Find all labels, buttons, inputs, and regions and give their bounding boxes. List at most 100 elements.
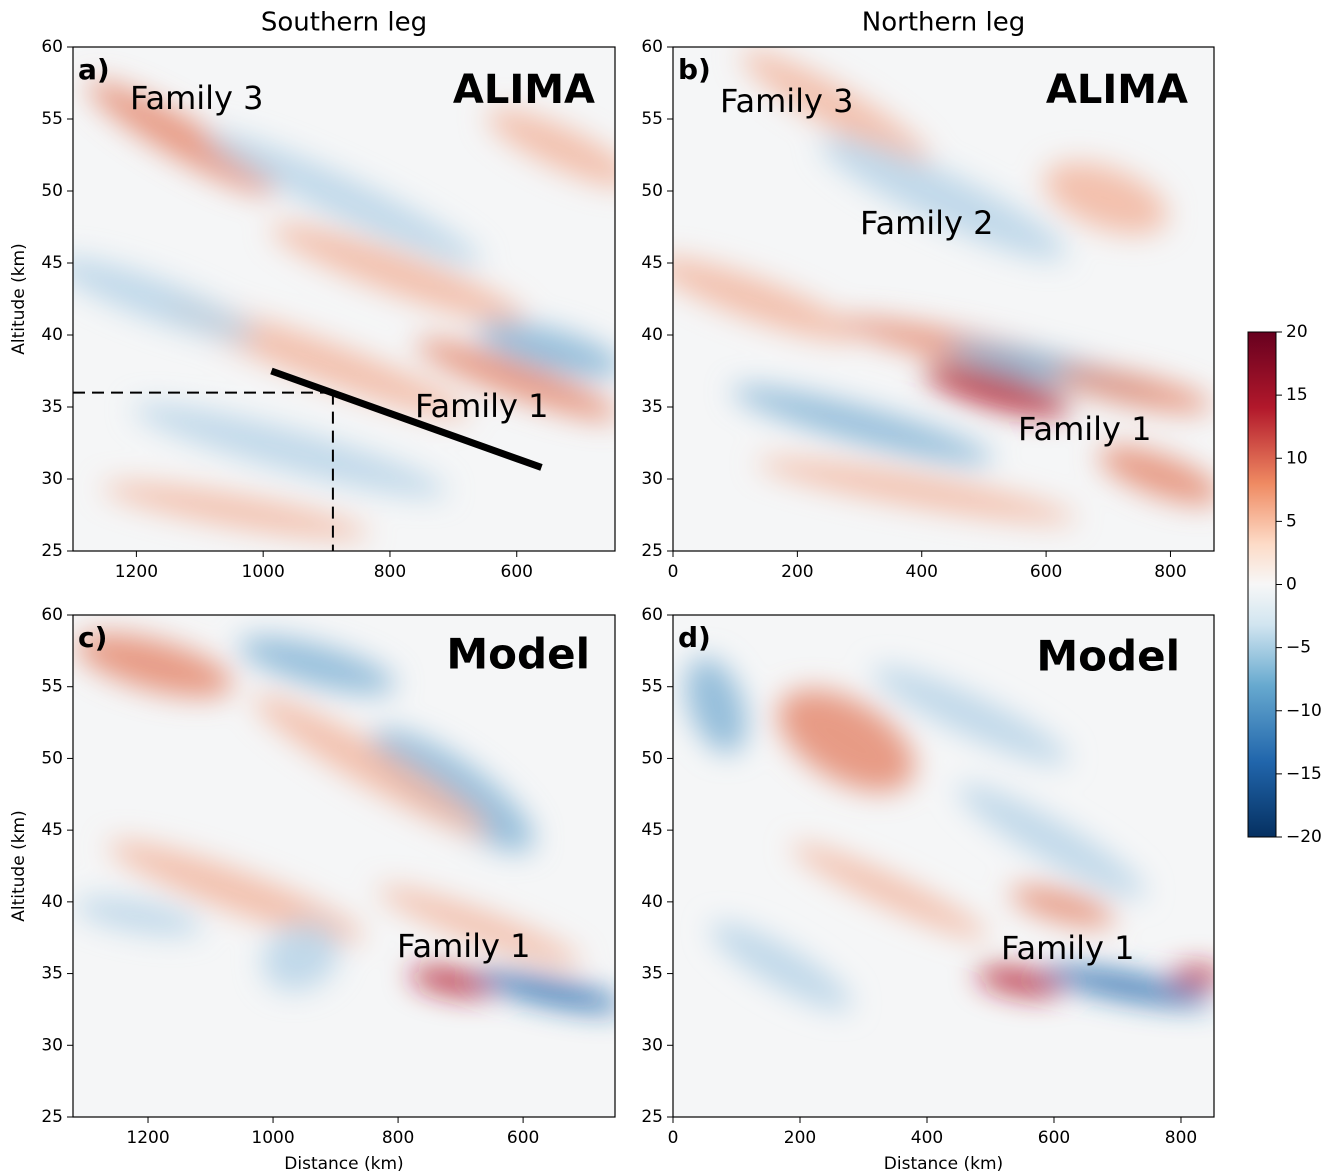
- family-annotation: Family 2: [860, 204, 994, 242]
- x-tick-label: 200: [784, 1128, 816, 1148]
- y-tick-label: 40: [641, 325, 663, 345]
- field-feature: [409, 966, 496, 996]
- y-tick-label: 30: [41, 1035, 63, 1055]
- y-tick-label: 45: [41, 820, 63, 840]
- x-tick-label: 1000: [251, 1128, 294, 1148]
- x-tick-label: 1200: [115, 562, 158, 582]
- field-blur: [673, 50, 1214, 523]
- y-tick-label: 25: [641, 1107, 663, 1127]
- panel-frame: [672, 614, 1215, 1118]
- x-tick-label: 800: [374, 562, 406, 582]
- x-tick-label: 0: [668, 1128, 679, 1148]
- colorbar-tick-label: −15: [1286, 764, 1322, 784]
- field-feature: [731, 386, 994, 464]
- x-tick-label: 600: [1038, 1128, 1070, 1148]
- field-feature: [924, 363, 1071, 416]
- x-tick-label: 600: [1030, 562, 1062, 582]
- family-annotation: Family 3: [720, 82, 854, 120]
- field: [673, 50, 1214, 523]
- field-feature: [777, 689, 915, 792]
- family-annotation: Family 1: [397, 927, 531, 965]
- panel-label: d): [678, 621, 711, 654]
- field-feature: [102, 482, 370, 539]
- y-tick-label: 35: [41, 964, 63, 984]
- y-tick-label: 55: [641, 677, 663, 697]
- field-feature: [75, 633, 234, 698]
- source-label: ALIMA: [1046, 67, 1188, 113]
- colorbar-tick-label: 0: [1286, 575, 1297, 595]
- family-annotation: Family 1: [1018, 410, 1152, 448]
- field-feature: [108, 841, 364, 942]
- family-annotation: Family 3: [130, 79, 264, 117]
- y-tick-label: 60: [41, 37, 63, 57]
- source-label: ALIMA: [453, 67, 595, 113]
- y-tick-label: 50: [41, 181, 63, 201]
- y-tick-label: 35: [641, 397, 663, 417]
- y-tick-label: 30: [641, 1035, 663, 1055]
- field-feature: [486, 108, 615, 187]
- x-tick-label: 600: [507, 1128, 539, 1148]
- x-tick-label: 800: [1165, 1128, 1197, 1148]
- field: [73, 80, 615, 551]
- field-feature: [132, 403, 447, 497]
- y-tick-label: 45: [41, 253, 63, 273]
- field-feature: [253, 695, 489, 836]
- y-tick-label: 55: [41, 109, 63, 129]
- field-feature: [756, 458, 1077, 523]
- y-axis-label: Altitude (km): [9, 810, 29, 922]
- field-feature: [872, 666, 1069, 765]
- field-feature: [1098, 446, 1214, 505]
- field-feature: [1053, 367, 1213, 413]
- y-tick-label: 30: [641, 469, 663, 489]
- colorbar-tick-label: 5: [1286, 511, 1297, 531]
- field-feature: [73, 897, 203, 935]
- field: [685, 657, 1214, 1011]
- y-tick-label: 60: [641, 605, 663, 625]
- panel-title: Northern leg: [862, 8, 1025, 38]
- y-axis-label: Altitude (km): [9, 243, 29, 355]
- field-feature: [741, 50, 930, 165]
- y-tick-label: 40: [41, 325, 63, 345]
- colorbar-tick-label: 15: [1286, 385, 1308, 405]
- x-tick-label: 1000: [242, 562, 285, 582]
- field-feature: [270, 223, 526, 324]
- y-tick-label: 40: [641, 892, 663, 912]
- field-feature: [820, 136, 1067, 260]
- field-feature: [685, 657, 747, 754]
- field-feature: [415, 339, 615, 421]
- field-feature: [791, 843, 988, 939]
- panel-frame: [72, 46, 616, 552]
- y-tick-label: 50: [41, 748, 63, 768]
- y-tick-label: 55: [641, 109, 663, 129]
- field-blur: [73, 633, 615, 1012]
- y-tick-label: 25: [641, 541, 663, 561]
- field-feature: [476, 321, 615, 378]
- x-axis-label: Distance (km): [884, 1154, 1003, 1174]
- y-tick-label: 60: [641, 37, 663, 57]
- source-label: Model: [446, 630, 590, 679]
- field-feature: [377, 886, 582, 966]
- x-tick-label: 600: [501, 562, 533, 582]
- y-tick-label: 45: [641, 820, 663, 840]
- x-tick-label: 400: [911, 1128, 943, 1148]
- field-feature: [976, 966, 1062, 996]
- family-annotation: Family 1: [1001, 929, 1135, 967]
- colorbar-tick-label: −5: [1286, 638, 1311, 658]
- field-feature: [86, 80, 276, 195]
- x-tick-label: 400: [906, 562, 938, 582]
- y-tick-label: 55: [41, 677, 63, 697]
- panel-label: b): [678, 53, 711, 86]
- panel-label: a): [78, 53, 110, 86]
- colorbar-tick-label: 20: [1286, 322, 1308, 342]
- y-tick-label: 30: [41, 469, 63, 489]
- family-annotation: Family 1: [415, 387, 549, 425]
- field-feature: [1043, 162, 1168, 235]
- field-feature: [262, 921, 340, 991]
- panel-frame: [72, 614, 616, 1118]
- y-tick-label: 35: [641, 964, 663, 984]
- panel-label: c): [78, 621, 107, 654]
- colorbar-tick-label: −20: [1286, 827, 1322, 847]
- x-tick-label: 1200: [126, 1128, 169, 1148]
- field-feature: [206, 131, 482, 265]
